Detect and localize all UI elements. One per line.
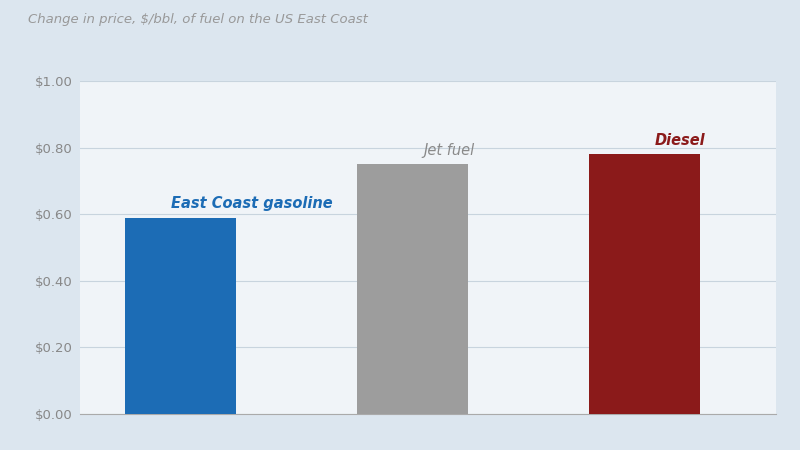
Text: East Coast gasoline: East Coast gasoline	[170, 196, 333, 211]
Bar	[358, 164, 468, 414]
Bar	[590, 154, 700, 414]
Bar	[126, 217, 236, 414]
Text: Diesel: Diesel	[655, 133, 706, 148]
Text: Change in price, $/bbl, of fuel on the US East Coast: Change in price, $/bbl, of fuel on the U…	[28, 14, 368, 27]
Text: Jet fuel: Jet fuel	[423, 143, 474, 158]
